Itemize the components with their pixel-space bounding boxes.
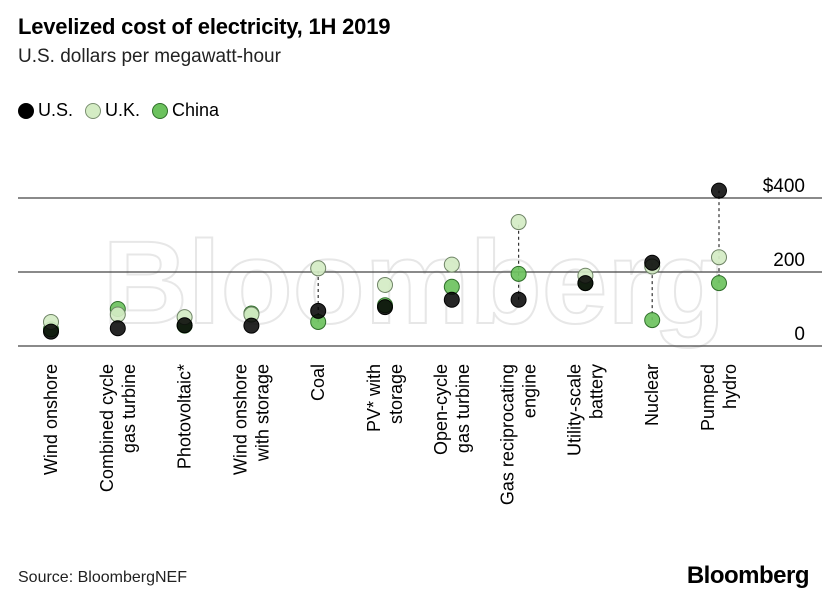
chart-area: Bloomberg 0 200 $400 Wind onshore Combined … <box>18 176 822 505</box>
legend-label-china: China <box>172 100 220 120</box>
chart-subtitle: U.S. dollars per megawatt-hour <box>18 46 281 67</box>
x-tick-label: Open-cycle gas turbine <box>431 364 473 455</box>
point-us <box>577 275 594 292</box>
point-us <box>310 302 327 319</box>
point-us <box>109 320 126 337</box>
source-note: Source: BloombergNEF <box>18 569 187 586</box>
point-uk <box>310 260 327 277</box>
legend-swatch-us <box>18 102 34 119</box>
x-tick-label-line: PV* with <box>364 364 384 432</box>
x-tick-label-line: with storage <box>252 364 272 462</box>
x-tick-label-line: battery <box>586 364 606 419</box>
y-tick-label: $400 <box>763 176 805 197</box>
x-tick-label-line: Utility-scale <box>564 364 584 456</box>
point-uk <box>510 214 527 231</box>
x-tick-label: Wind onshore with storage <box>230 364 272 475</box>
x-tick-label-line: hydro <box>720 364 740 409</box>
point-uk <box>377 276 393 293</box>
point-us <box>377 299 393 316</box>
point-us <box>243 317 260 334</box>
chart-title: Levelized cost of electricity, 1H 2019 <box>18 14 391 39</box>
legend-swatch-uk <box>85 102 102 119</box>
x-tick-label-line: Photovoltaic* <box>175 364 195 469</box>
data-points <box>43 182 727 340</box>
point-us <box>644 254 661 271</box>
x-tick-label: Utility-scale battery <box>564 364 606 456</box>
legend-item-china: China <box>152 100 219 121</box>
y-tick-label: 200 <box>773 250 805 271</box>
x-tick-label-line: Wind onshore <box>41 364 61 475</box>
x-tick-label: Gas reciprocating engine <box>498 364 540 505</box>
point-china <box>644 312 661 329</box>
x-tick-label-line: Wind onshore <box>230 364 250 475</box>
x-tick-label-line: gas turbine <box>453 364 473 453</box>
grid-lines <box>18 197 822 347</box>
x-tick-label-line: Gas reciprocating <box>498 364 518 505</box>
x-tick-label-line: Coal <box>308 364 328 401</box>
x-tick-label: Pumped hydro <box>698 364 740 431</box>
point-us <box>43 323 59 340</box>
x-tick-label: Combined cycle gas turbine <box>97 364 139 492</box>
point-us <box>510 291 527 308</box>
x-tick-label-line: Open-cycle <box>431 364 451 455</box>
y-tick-label: 0 <box>794 324 805 345</box>
legend-swatch-china <box>152 102 169 119</box>
watermark: Bloomberg <box>102 216 727 350</box>
x-axis-labels: Wind onshore Combined cycle gas turbine Pho… <box>41 364 740 505</box>
legend-item-us: U.S. <box>18 100 73 121</box>
point-us <box>176 317 193 334</box>
legend-label-us: U.S. <box>38 100 74 120</box>
point-uk <box>109 306 126 323</box>
bloomberg-logo: Bloomberg <box>686 562 810 589</box>
x-tick-label: Coal <box>308 364 328 401</box>
legend-item-uk: U.K. <box>85 100 140 121</box>
point-uk <box>711 249 727 266</box>
point-us <box>443 291 460 308</box>
watermark-text: Bloomberg <box>103 217 726 349</box>
x-tick-label: PV* with storage <box>364 364 406 432</box>
legend-label-uk: U.K. <box>105 100 141 120</box>
legend: U.S. U.K. China <box>18 100 231 121</box>
x-tick-label-line: gas turbine <box>119 364 139 453</box>
y-axis-ticks: 0 200 $400 <box>763 176 805 345</box>
x-tick-label: Nuclear <box>642 364 662 426</box>
point-china <box>711 275 727 292</box>
point-us <box>711 182 727 199</box>
point-china <box>510 265 527 282</box>
x-tick-label-line: engine <box>520 364 540 418</box>
x-tick-label: Wind onshore <box>41 364 61 475</box>
x-tick-label-line: Combined cycle <box>97 364 117 492</box>
x-tick-label-line: storage <box>386 364 406 424</box>
x-tick-label-line: Nuclear <box>642 364 662 426</box>
x-tick-label: Photovoltaic* <box>175 364 195 469</box>
x-tick-label-line: Pumped <box>698 364 718 431</box>
point-uk <box>443 256 460 273</box>
